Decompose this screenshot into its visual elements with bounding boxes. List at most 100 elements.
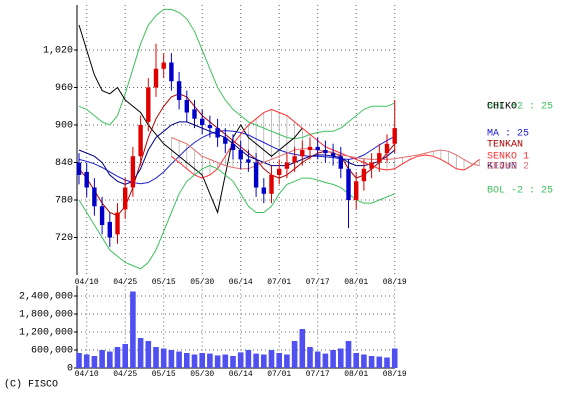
volume-bar bbox=[184, 353, 190, 368]
volume-bar bbox=[353, 353, 359, 368]
candle-body bbox=[99, 206, 105, 225]
volume-bar bbox=[338, 348, 344, 368]
x-tick-label: 07/17 bbox=[306, 278, 330, 287]
volume-bar bbox=[314, 351, 321, 368]
x-tick-label: 06/14 bbox=[229, 278, 253, 287]
volume-bar bbox=[107, 351, 113, 368]
legend-label: TENKAN bbox=[487, 140, 523, 151]
legend-label: SENKO 1 bbox=[487, 152, 529, 163]
volume-bar bbox=[176, 351, 182, 368]
volume-bar bbox=[376, 356, 383, 368]
candle-body bbox=[361, 168, 367, 182]
candle-body bbox=[384, 143, 390, 154]
candle-body bbox=[115, 212, 120, 235]
candle-body bbox=[307, 146, 313, 150]
volume-bar bbox=[368, 356, 375, 368]
candle-body bbox=[176, 81, 182, 100]
legend-label: CHIKO bbox=[487, 102, 517, 113]
candle-body bbox=[369, 162, 374, 169]
candle-body bbox=[269, 175, 274, 194]
candle-body bbox=[107, 221, 112, 238]
y-tick-label: 900 bbox=[55, 121, 73, 132]
x-tick-label: 06/14 bbox=[229, 370, 253, 379]
volume-bar bbox=[384, 357, 390, 368]
x-tick-label: 08/19 bbox=[383, 278, 407, 287]
volume-bar bbox=[253, 353, 259, 368]
candle-body bbox=[184, 100, 189, 113]
volume-bar bbox=[361, 354, 367, 368]
y-tick-label: 0 bbox=[67, 364, 73, 375]
volume-bar bbox=[245, 350, 252, 368]
volume-bar bbox=[345, 341, 352, 368]
volume-bar bbox=[130, 291, 136, 368]
candle-body bbox=[315, 146, 320, 150]
y-tick-label: 1,800,000 bbox=[19, 310, 73, 321]
volume-bar bbox=[145, 341, 152, 368]
y-tick-label: 780 bbox=[55, 196, 73, 207]
y-tick-label: 600,000 bbox=[31, 346, 73, 357]
x-tick-label: 08/19 bbox=[383, 370, 407, 379]
volume-bar bbox=[91, 356, 98, 368]
candle-body bbox=[84, 171, 89, 188]
volume-bar bbox=[207, 353, 213, 368]
volume-bar bbox=[168, 350, 175, 368]
y-tick-label: 1,020 bbox=[43, 46, 73, 57]
y-tick-label: 2,400,000 bbox=[19, 292, 73, 303]
candle-body bbox=[76, 162, 82, 175]
volume-bar bbox=[268, 350, 275, 368]
copyright: (C) FISCO bbox=[4, 379, 58, 391]
indicator-line bbox=[78, 8, 395, 140]
candle-body bbox=[215, 128, 220, 138]
candle-body bbox=[238, 150, 243, 160]
candle-body bbox=[223, 137, 228, 144]
volume-bar bbox=[214, 355, 221, 368]
volume-bar bbox=[230, 356, 236, 368]
candle-body bbox=[246, 159, 251, 163]
x-tick-label: 04/25 bbox=[113, 370, 137, 379]
legend-label: MA : 25 bbox=[487, 129, 529, 140]
volume-bar bbox=[99, 350, 105, 368]
legend-label: SENKO 2 bbox=[487, 162, 529, 173]
candle-body bbox=[392, 128, 397, 144]
candle-body bbox=[230, 143, 236, 150]
volume-bar bbox=[137, 338, 144, 368]
volume-bar bbox=[191, 354, 198, 368]
x-tick-label: 07/01 bbox=[267, 278, 291, 287]
candle-body bbox=[130, 156, 136, 188]
volume-bar bbox=[237, 352, 244, 368]
volume-bar bbox=[391, 348, 398, 368]
x-tick-label: 05/15 bbox=[152, 370, 176, 379]
candle-body bbox=[253, 162, 259, 188]
x-tick-label: 08/01 bbox=[344, 370, 368, 379]
x-tick-label: 05/30 bbox=[190, 370, 214, 379]
volume-bar bbox=[330, 350, 336, 368]
legend-label: KIJUN bbox=[487, 162, 517, 173]
x-tick-label: 07/01 bbox=[267, 370, 291, 379]
candle-body bbox=[284, 162, 290, 169]
volume-bar bbox=[153, 347, 159, 368]
legend-label: BOL -2 : 25 bbox=[487, 186, 553, 197]
candle-body bbox=[354, 181, 359, 200]
candle-body bbox=[200, 118, 205, 125]
indicator-line bbox=[78, 165, 395, 270]
volume-bar bbox=[307, 347, 313, 368]
candle-body bbox=[346, 168, 351, 200]
candle-body bbox=[292, 156, 297, 163]
candle-body bbox=[138, 125, 143, 157]
volume-bar bbox=[291, 341, 298, 368]
candle-body bbox=[330, 153, 336, 157]
x-tick-label: 08/01 bbox=[344, 278, 368, 287]
volume-bar bbox=[261, 354, 267, 368]
y-tick-label: 720 bbox=[55, 233, 73, 244]
volume-bar bbox=[276, 353, 282, 368]
volume-bar bbox=[322, 353, 329, 368]
volume-bar bbox=[122, 344, 128, 368]
x-tick-label: 04/10 bbox=[75, 278, 99, 287]
candle-body bbox=[207, 125, 213, 129]
volume-bar bbox=[284, 354, 290, 368]
volume-bar bbox=[114, 347, 121, 368]
candle-body bbox=[146, 87, 151, 122]
y-tick-label: 840 bbox=[55, 158, 73, 169]
